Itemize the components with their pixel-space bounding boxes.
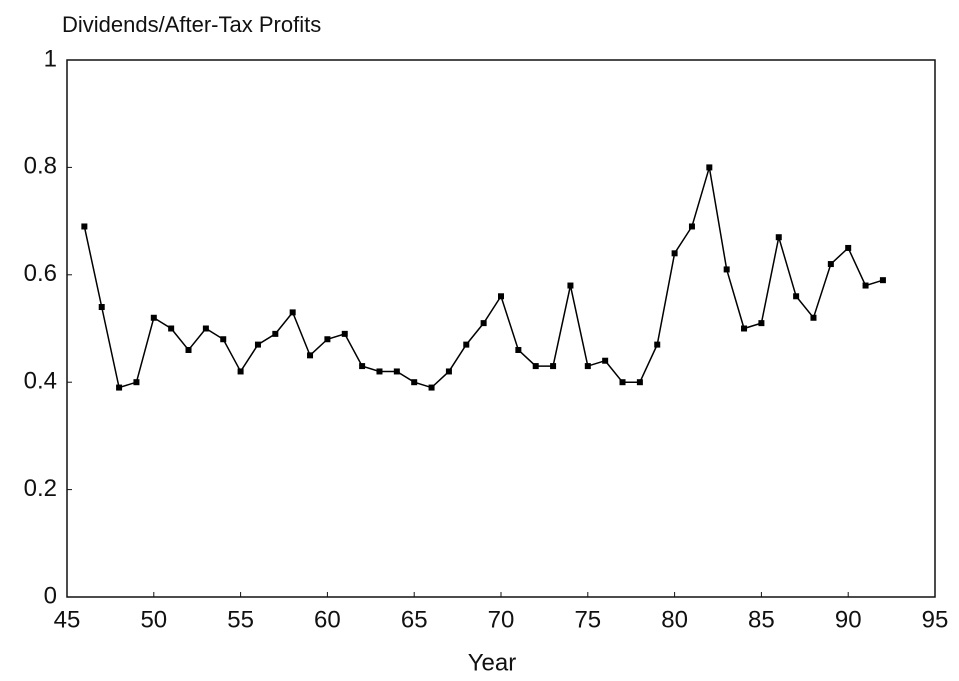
data-point xyxy=(168,325,175,332)
data-point xyxy=(202,325,209,332)
data-point xyxy=(185,346,192,353)
x-tick-label: 95 xyxy=(922,606,949,633)
data-point xyxy=(359,363,366,370)
y-tick-label: 0.2 xyxy=(24,475,57,502)
data-line xyxy=(83,167,884,389)
data-point xyxy=(532,363,539,370)
data-point xyxy=(793,293,800,300)
data-point xyxy=(706,164,713,171)
x-tick-label: 60 xyxy=(314,606,341,633)
x-tick-label: 55 xyxy=(227,606,254,633)
data-point xyxy=(81,223,88,230)
x-tick-label: 80 xyxy=(661,606,688,633)
data-point xyxy=(602,357,609,364)
data-point xyxy=(862,282,869,289)
data-point xyxy=(515,346,522,353)
data-point xyxy=(133,379,140,386)
y-tick-label: 0.4 xyxy=(24,368,57,395)
data-point xyxy=(150,314,157,321)
data-point xyxy=(463,341,470,348)
x-tick-label: 90 xyxy=(835,606,862,633)
data-point xyxy=(810,314,817,321)
plot-frame xyxy=(66,59,936,598)
data-point xyxy=(619,379,626,386)
data-point xyxy=(758,320,765,327)
chart-title: Dividends/After-Tax Profits xyxy=(62,12,321,37)
data-point xyxy=(654,341,661,348)
data-point xyxy=(341,330,348,337)
data-point xyxy=(671,250,678,257)
data-point xyxy=(428,384,435,391)
x-tick-label: 70 xyxy=(488,606,515,633)
x-tick-label: 85 xyxy=(748,606,775,633)
data-point xyxy=(498,293,504,300)
data-point xyxy=(827,261,834,268)
data-point xyxy=(567,282,574,289)
data-point xyxy=(324,336,331,343)
data-point xyxy=(480,320,487,327)
data-point xyxy=(879,277,886,284)
data-point xyxy=(411,379,418,386)
data-point xyxy=(254,341,261,348)
y-tick-label: 0.8 xyxy=(24,153,57,180)
data-point xyxy=(289,309,296,316)
data-point xyxy=(376,368,383,375)
data-point xyxy=(584,363,591,370)
data-point xyxy=(220,336,227,343)
data-point xyxy=(775,234,782,241)
y-tick-label: 0.6 xyxy=(24,260,57,287)
x-tick-label: 75 xyxy=(574,606,601,633)
x-axis-label: Year xyxy=(468,649,517,676)
data-point xyxy=(550,363,557,370)
x-tick-label: 45 xyxy=(54,606,81,633)
data-point xyxy=(445,368,452,375)
y-tick-label: 1 xyxy=(44,45,57,72)
data-point xyxy=(845,244,852,251)
y-tick-label: 0 xyxy=(44,582,57,609)
data-point xyxy=(116,384,123,391)
data-point xyxy=(393,368,400,375)
data-point xyxy=(688,223,695,230)
data-point xyxy=(307,352,314,359)
data-point xyxy=(741,325,748,332)
x-tick-label: 65 xyxy=(401,606,428,633)
data-point xyxy=(237,368,244,375)
data-point xyxy=(636,379,643,386)
data-point xyxy=(272,330,279,337)
data-point xyxy=(98,304,105,311)
x-tick-label: 50 xyxy=(140,606,167,633)
data-point xyxy=(723,266,730,273)
